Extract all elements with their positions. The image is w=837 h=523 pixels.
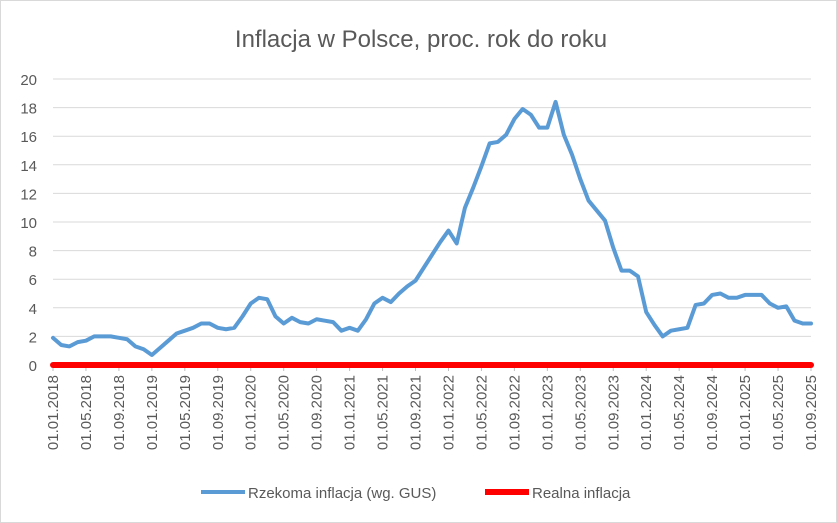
x-tick-label-15: 01.01.2023 (539, 375, 556, 450)
y-tick-label-10: 10 (20, 215, 37, 232)
y-tick-label-20: 20 (20, 72, 37, 89)
x-tick-label-23: 01.09.2025 (803, 375, 820, 450)
series-layer (50, 99, 814, 368)
x-tick-label-9: 01.01.2021 (342, 375, 359, 450)
y-tick-label-14: 14 (20, 158, 37, 175)
x-tick-label-6: 01.01.2020 (243, 375, 260, 450)
y-axis-ticks: 0 2 4 6 8 10 12 14 16 18 20 (20, 72, 37, 375)
x-tick-label-11: 01.09.2021 (408, 375, 425, 450)
x-tick-label-14: 01.09.2022 (506, 375, 523, 450)
x-tick-label-17: 01.09.2023 (605, 375, 622, 450)
x-tick-label-21: 01.01.2025 (737, 375, 754, 450)
x-tick-label-2: 01.09.2018 (111, 375, 128, 450)
x-tick-label-13: 01.05.2022 (473, 375, 490, 450)
x-tick-label-12: 01.01.2022 (440, 375, 457, 450)
legend-label-realna: Realna inflacja (532, 485, 631, 502)
x-tick-label-0: 01.01.2018 (45, 375, 62, 450)
chart-title: Inflacja w Polsce, proc. rok do roku (235, 26, 607, 53)
x-tick-label-19: 01.05.2024 (671, 375, 688, 450)
x-axis-ticks: 01.01.2018 01.05.2018 01.09.2018 01.01.2019… (45, 365, 820, 450)
x-tick-label-16: 01.05.2023 (572, 375, 589, 450)
x-tick-label-22: 01.05.2025 (770, 375, 787, 450)
x-tick-label-3: 01.01.2019 (144, 375, 161, 450)
y-tick-label-4: 4 (29, 301, 37, 318)
legend: Rzekoma inflacja (wg. GUS) Realna inflac… (201, 485, 631, 502)
x-tick-label-10: 01.05.2021 (375, 375, 392, 450)
y-tick-label-12: 12 (20, 186, 37, 203)
x-tick-label-20: 01.09.2024 (704, 375, 721, 450)
series-line-0 (51, 99, 813, 357)
x-tick-label-18: 01.01.2024 (638, 375, 655, 450)
x-tick-label-7: 01.05.2020 (276, 375, 293, 450)
y-tick-label-6: 6 (29, 272, 37, 289)
y-tick-label-8: 8 (29, 244, 37, 261)
y-tick-label-0: 0 (29, 358, 37, 375)
x-tick-label-1: 01.05.2018 (78, 375, 95, 450)
series-0 (51, 99, 813, 357)
x-tick-label-8: 01.09.2020 (309, 375, 326, 450)
gridlines (53, 78, 811, 366)
x-tick-label-4: 01.05.2019 (177, 375, 194, 450)
y-tick-label-2: 2 (29, 329, 37, 346)
y-tick-label-18: 18 (20, 101, 37, 118)
legend-label-rzekoma: Rzekoma inflacja (wg. GUS) (248, 485, 436, 502)
y-tick-label-16: 16 (20, 129, 37, 146)
x-tick-label-5: 01.09.2019 (210, 375, 227, 450)
